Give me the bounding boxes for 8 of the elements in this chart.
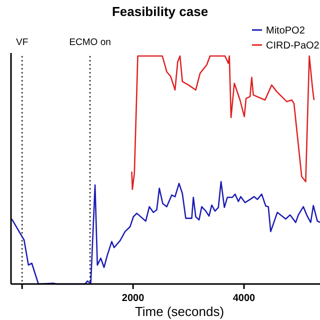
x-tick-label: 4000 <box>232 293 256 304</box>
legend-label: MitoPO2 <box>266 26 306 36</box>
x-axis-title: Time (seconds) <box>134 304 224 319</box>
chart-title: Feasibility case <box>112 4 208 19</box>
x-tick-label: 2000 <box>122 293 145 304</box>
legend-label: CIRD-PaO2 <box>266 40 320 52</box>
ref-line-label: VF <box>16 37 28 48</box>
ref-line-label: ECMO on <box>69 37 111 48</box>
